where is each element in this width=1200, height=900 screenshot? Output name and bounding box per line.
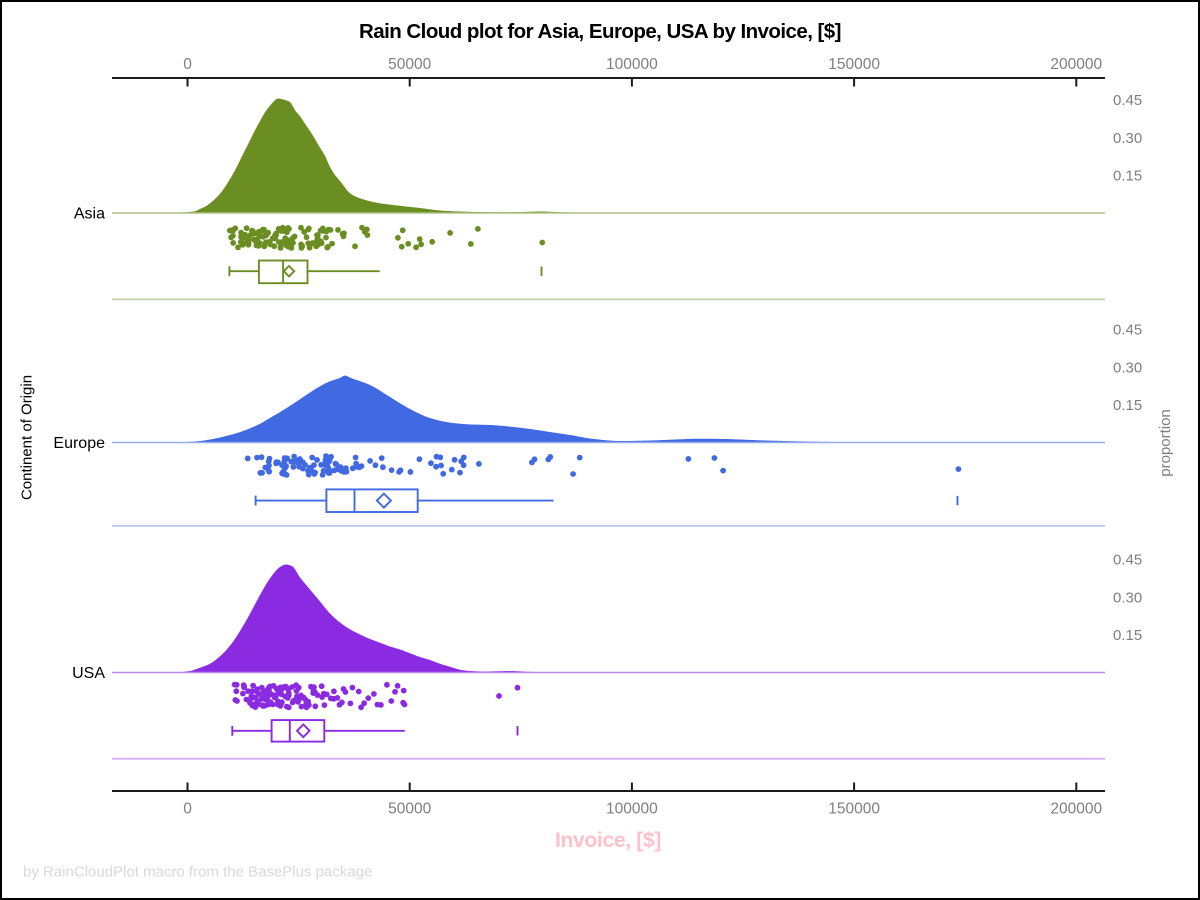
svg-text:0.45: 0.45	[1113, 552, 1142, 569]
svg-text:150000: 150000	[828, 801, 880, 818]
svg-text:0.30: 0.30	[1113, 130, 1142, 147]
svg-text:0.45: 0.45	[1113, 92, 1142, 109]
svg-text:0: 0	[183, 56, 192, 73]
svg-text:proportion: proportion	[1157, 409, 1174, 477]
svg-text:Continent of Origin: Continent of Origin	[19, 375, 36, 500]
svg-text:50000: 50000	[388, 56, 431, 73]
svg-text:100000: 100000	[606, 56, 658, 73]
svg-text:100000: 100000	[606, 801, 658, 818]
svg-text:0.15: 0.15	[1113, 627, 1142, 644]
svg-text:Asia: Asia	[74, 206, 105, 223]
svg-text:0.45: 0.45	[1113, 322, 1142, 339]
svg-text:200000: 200000	[1050, 56, 1102, 73]
svg-text:Invoice, [$]: Invoice, [$]	[555, 829, 661, 852]
svg-text:0.30: 0.30	[1113, 589, 1142, 606]
svg-text:0: 0	[183, 801, 192, 818]
svg-text:USA: USA	[72, 665, 105, 682]
svg-text:0.30: 0.30	[1113, 359, 1142, 376]
svg-text:50000: 50000	[388, 801, 431, 818]
svg-text:Rain Cloud plot for Asia, Euro: Rain Cloud plot for Asia, Europe, USA by…	[359, 20, 841, 43]
svg-text:by RainCloudPlot macro from th: by RainCloudPlot macro from the BasePlus…	[23, 864, 372, 881]
svg-text:0.15: 0.15	[1113, 168, 1142, 185]
svg-text:0.15: 0.15	[1113, 397, 1142, 414]
svg-text:150000: 150000	[828, 56, 880, 73]
svg-text:200000: 200000	[1050, 801, 1102, 818]
svg-text:Europe: Europe	[53, 435, 105, 452]
